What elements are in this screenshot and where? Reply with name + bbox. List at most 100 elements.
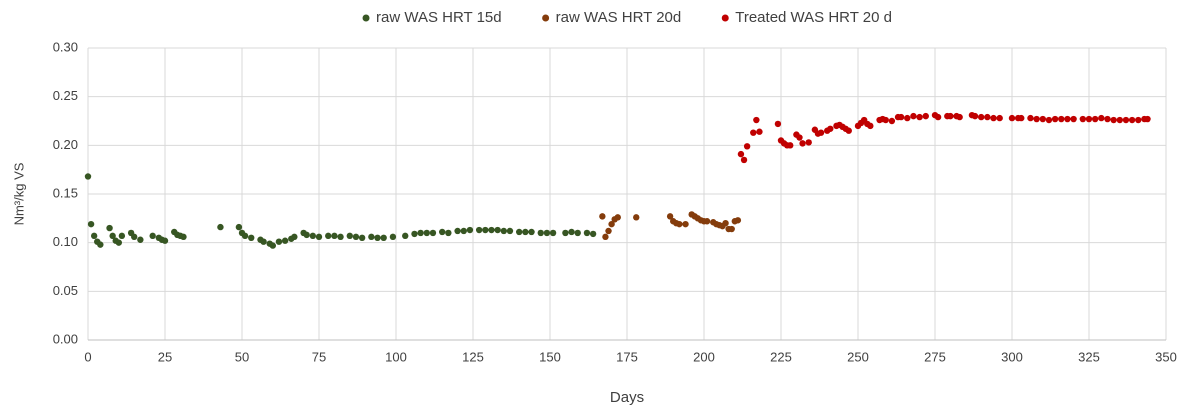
legend-label: raw WAS HRT 15d	[376, 9, 502, 26]
x-tick-label: 325	[1078, 349, 1100, 364]
point	[180, 233, 187, 241]
point	[1045, 116, 1053, 124]
point	[543, 229, 551, 237]
point	[666, 213, 674, 220]
point	[574, 229, 581, 237]
point	[1122, 116, 1130, 124]
point	[799, 140, 806, 147]
x-tick-label: 225	[770, 349, 792, 364]
point	[897, 113, 905, 121]
point	[137, 236, 144, 243]
point	[494, 226, 501, 234]
point	[971, 112, 979, 120]
point	[583, 229, 591, 237]
point	[1116, 116, 1124, 124]
point	[131, 233, 138, 241]
point	[984, 113, 991, 121]
point	[269, 242, 276, 249]
x-tick-label: 250	[847, 349, 869, 364]
y-tick-label: 0.30	[53, 39, 78, 54]
x-tick-label: 0	[84, 349, 91, 364]
point	[352, 233, 360, 241]
point	[1091, 115, 1099, 123]
point	[750, 129, 757, 136]
point	[423, 229, 430, 237]
point	[466, 226, 474, 234]
point	[337, 233, 344, 241]
point	[115, 239, 123, 246]
point	[996, 114, 1003, 122]
x-tick-label: 200	[693, 349, 715, 364]
point	[682, 220, 689, 228]
y-tick-label: 0.15	[53, 185, 78, 200]
point	[235, 223, 243, 231]
point	[303, 231, 310, 239]
point	[482, 226, 489, 234]
point	[106, 224, 113, 232]
point	[602, 233, 609, 241]
y-axis-label: Nm³/kg VS	[11, 162, 26, 225]
point	[743, 143, 751, 150]
point	[260, 238, 267, 245]
point	[756, 128, 763, 135]
point	[537, 229, 544, 237]
point	[402, 232, 409, 240]
x-tick-label: 75	[312, 349, 326, 364]
point	[1135, 116, 1142, 124]
point	[84, 173, 92, 180]
legend-marker	[362, 14, 370, 22]
point	[475, 226, 483, 234]
point	[87, 220, 95, 228]
point	[614, 214, 621, 221]
point	[1128, 116, 1136, 124]
point	[417, 229, 424, 237]
legend-label: Treated WAS HRT 20 d	[735, 9, 892, 26]
point	[978, 113, 985, 121]
point	[956, 113, 963, 121]
point	[445, 229, 452, 237]
x-tick-label: 25	[158, 349, 172, 364]
point	[1104, 115, 1111, 123]
x-tick-label: 100	[385, 349, 407, 364]
point	[1018, 114, 1025, 122]
point	[281, 237, 289, 244]
legend-marker	[721, 14, 729, 22]
point	[633, 214, 640, 221]
point	[309, 232, 317, 240]
point	[882, 116, 889, 124]
point	[1144, 115, 1151, 123]
point	[161, 237, 169, 244]
point	[722, 220, 729, 227]
point	[904, 114, 911, 122]
point	[291, 233, 298, 241]
point	[325, 232, 332, 240]
point	[1064, 115, 1071, 123]
point	[97, 241, 104, 248]
point	[599, 213, 606, 220]
point	[411, 230, 418, 238]
x-tick-label: 175	[616, 349, 638, 364]
x-axis-label: Days	[610, 389, 644, 406]
point	[1085, 115, 1093, 123]
point	[916, 113, 923, 121]
point	[608, 220, 615, 228]
point	[845, 127, 852, 134]
legend-marker	[542, 14, 550, 22]
point	[910, 112, 917, 120]
point	[90, 232, 98, 240]
point	[516, 228, 523, 236]
point	[990, 114, 997, 122]
point	[374, 234, 381, 241]
point	[922, 112, 929, 120]
point	[753, 116, 760, 124]
point	[934, 113, 942, 121]
point	[358, 234, 366, 241]
point	[1051, 115, 1059, 123]
point	[454, 227, 461, 235]
point	[331, 232, 338, 240]
y-tick-label: 0.00	[53, 331, 78, 346]
point	[1070, 115, 1077, 123]
point	[774, 120, 782, 128]
x-tick-label: 350	[1155, 349, 1177, 364]
